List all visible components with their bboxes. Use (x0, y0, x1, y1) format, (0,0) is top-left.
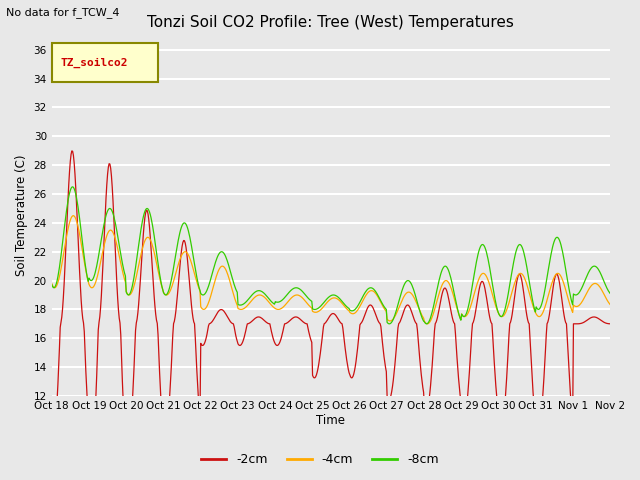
-8cm (401, 282, 408, 288)
-4cm (48, 280, 56, 286)
-2cm (203, 332, 211, 337)
-8cm (58, 247, 66, 252)
Text: No data for f_TCW_4: No data for f_TCW_4 (6, 7, 120, 18)
-2cm (117, 332, 125, 337)
-2cm (68, 148, 76, 154)
Legend: -2cm, -4cm, -8cm: -2cm, -4cm, -8cm (196, 448, 444, 471)
-8cm (68, 184, 76, 190)
Text: TZ_soilco2: TZ_soilco2 (60, 57, 127, 68)
-4cm (173, 267, 180, 273)
-2cm (401, 307, 408, 313)
-4cm (416, 308, 424, 313)
-8cm (606, 290, 614, 296)
-4cm (399, 295, 407, 300)
Line: -8cm: -8cm (52, 187, 610, 324)
Line: -4cm: -4cm (52, 216, 610, 324)
X-axis label: Time: Time (316, 414, 346, 427)
-2cm (606, 321, 614, 327)
-2cm (86, 461, 94, 467)
-8cm (202, 289, 210, 295)
-8cm (385, 321, 393, 327)
-2cm (48, 420, 56, 426)
Y-axis label: Soil Temperature (C): Soil Temperature (C) (15, 155, 28, 276)
-2cm (417, 364, 424, 370)
-8cm (417, 311, 424, 316)
Title: Tonzi Soil CO2 Profile: Tree (West) Temperatures: Tonzi Soil CO2 Profile: Tree (West) Temp… (147, 15, 514, 30)
-8cm (173, 246, 180, 252)
-4cm (70, 213, 77, 218)
-4cm (424, 321, 431, 327)
-4cm (58, 262, 66, 268)
-4cm (606, 301, 614, 307)
FancyBboxPatch shape (52, 43, 157, 82)
-2cm (173, 292, 181, 298)
-8cm (48, 281, 56, 287)
-4cm (116, 257, 124, 263)
-8cm (116, 247, 124, 252)
-2cm (58, 314, 66, 320)
Line: -2cm: -2cm (52, 151, 610, 464)
-4cm (202, 305, 210, 311)
